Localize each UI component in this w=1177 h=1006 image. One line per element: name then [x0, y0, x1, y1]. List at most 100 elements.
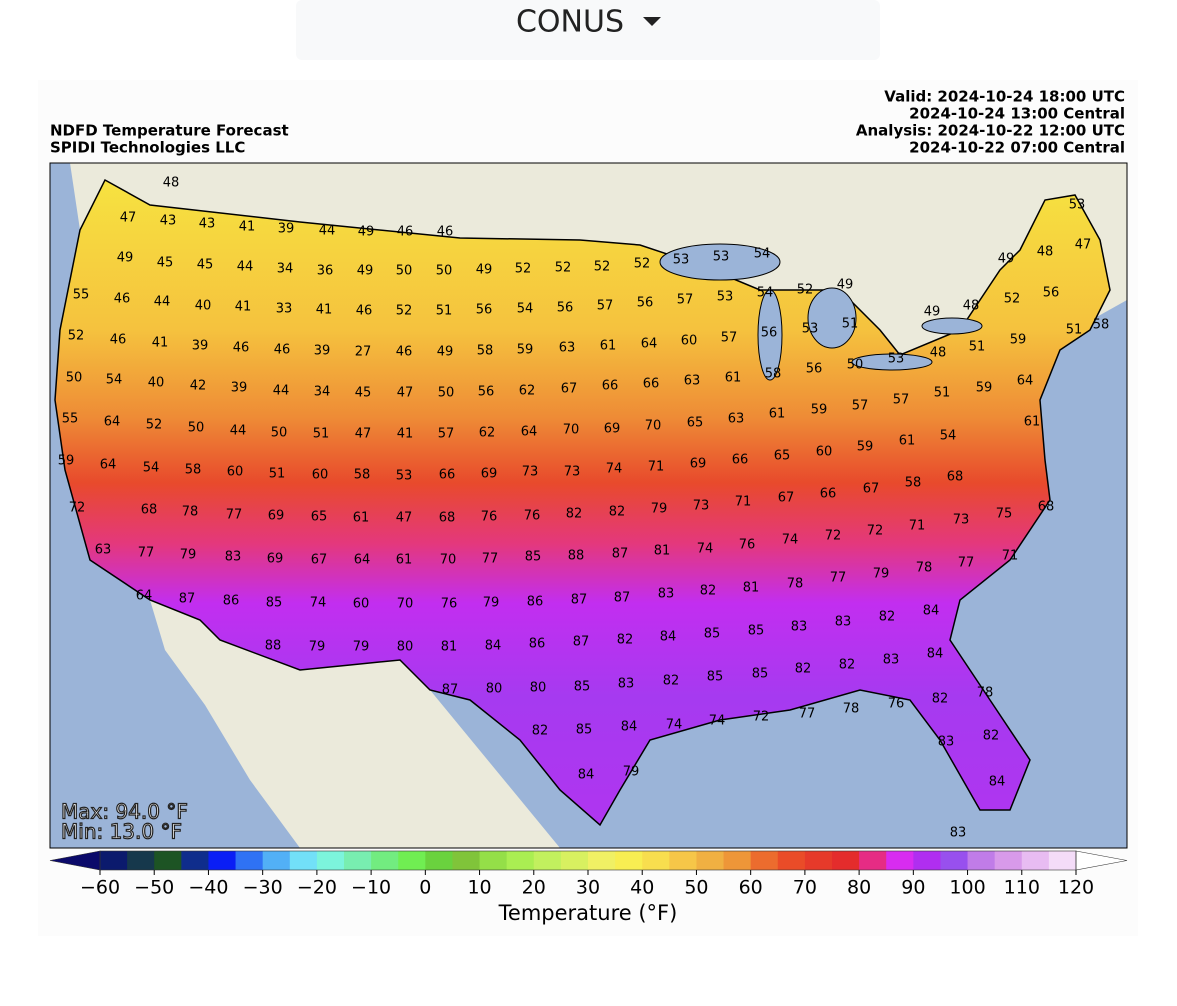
dropdown-caret[interactable] [643, 17, 661, 26]
station-temp: 54 [143, 461, 160, 476]
station-temp: 72 [825, 529, 842, 544]
station-temp: 56 [637, 296, 654, 311]
colorbar-tick-label: 50 [684, 877, 708, 899]
colorbar-tick-label: 0 [419, 877, 431, 899]
station-temp: 82 [700, 584, 717, 599]
station-temp: 40 [148, 376, 165, 391]
station-temp: 59 [976, 381, 993, 396]
colorbar-segment [100, 851, 128, 870]
station-temp: 85 [266, 596, 283, 611]
station-temp: 61 [899, 434, 916, 449]
station-temp: 45 [197, 258, 214, 273]
station-temp: 51 [969, 340, 986, 355]
station-temp: 72 [69, 501, 86, 516]
station-temp: 74 [782, 533, 799, 548]
colorbar-segment [344, 851, 372, 870]
station-temp: 79 [483, 596, 500, 611]
station-temp: 87 [614, 591, 631, 606]
station-temp: 46 [114, 292, 131, 307]
station-temp: 76 [481, 510, 498, 525]
station-temp: 52 [146, 418, 163, 433]
colorbar-segment [967, 851, 996, 870]
colorbar-segment [1048, 851, 1077, 870]
station-temp: 86 [527, 595, 544, 610]
colorbar-segment [371, 851, 399, 870]
station-temp: 67 [311, 553, 328, 568]
station-temp: 58 [1093, 318, 1110, 333]
station-temp: 58 [477, 344, 494, 359]
station-temp: 61 [1024, 415, 1041, 430]
title: NDFD Temperature Forecast [50, 122, 289, 140]
station-temp: 57 [893, 393, 910, 408]
colorbar-segment [154, 851, 182, 870]
station-temp: 52 [797, 283, 814, 298]
station-temp: 84 [923, 604, 940, 619]
station-temp: 64 [641, 337, 658, 352]
station-temp: 57 [438, 427, 455, 442]
station-temp: 77 [830, 571, 847, 586]
station-temp: 60 [353, 597, 370, 612]
station-temp: 63 [95, 543, 112, 558]
station-temp: 52 [515, 262, 532, 277]
station-temp: 50 [438, 386, 455, 401]
colorbar-segment [560, 851, 589, 870]
colorbar-tick-label: −40 [188, 877, 228, 899]
station-temp: 49 [437, 345, 454, 360]
station-temp: 56 [476, 303, 493, 318]
station-temp: 61 [600, 339, 617, 354]
station-temp: 54 [106, 373, 123, 388]
station-temp: 50 [436, 264, 453, 279]
colorbar-segment [696, 851, 725, 870]
colorbar-tick-label: 40 [630, 877, 654, 899]
station-temp: 62 [479, 426, 496, 441]
station-temp: 87 [612, 547, 629, 562]
station-temp: 84 [578, 768, 595, 783]
station-temp: 83 [883, 653, 900, 668]
station-temp: 67 [863, 482, 880, 497]
colorbar-label: Temperature (°F) [498, 901, 678, 925]
station-temp: 67 [778, 491, 795, 506]
station-temp: 81 [654, 544, 671, 559]
station-temp: 65 [687, 416, 704, 431]
station-temp: 50 [188, 421, 205, 436]
station-temp: 58 [185, 463, 202, 478]
colorbar-segment [886, 851, 914, 870]
pacific [50, 163, 300, 848]
station-temp: 70 [440, 553, 457, 568]
colorbar-segment [452, 851, 481, 870]
station-temp: 47 [397, 386, 414, 401]
station-temp: 52 [634, 257, 651, 272]
station-temp: 45 [157, 256, 174, 271]
station-temp: 53 [673, 253, 690, 268]
station-temp: 68 [1038, 500, 1055, 515]
station-temp: 74 [697, 542, 714, 557]
station-temp: 85 [707, 670, 724, 685]
station-temp: 61 [725, 371, 742, 386]
station-temp: 77 [138, 546, 155, 561]
colorbar-segment [588, 851, 616, 870]
station-temp: 81 [743, 581, 760, 596]
station-temp: 43 [199, 217, 216, 232]
station-temp: 83 [618, 677, 635, 692]
colorbar-tick-label: −30 [243, 877, 283, 899]
station-temp: 88 [265, 639, 282, 654]
dropdown-label[interactable]: CONUS [516, 5, 624, 40]
colorbar-tick-label: 90 [901, 877, 925, 899]
colorbar-tick-label: 110 [1004, 877, 1040, 899]
station-temp: 77 [226, 508, 243, 523]
colorbar-segment [615, 851, 643, 870]
station-temp: 40 [195, 299, 212, 314]
station-temp: 61 [769, 407, 786, 422]
station-temp: 49 [476, 263, 493, 278]
station-temp: 68 [439, 511, 456, 526]
station-temp: 57 [852, 399, 869, 414]
station-temp: 82 [879, 610, 896, 625]
station-temp: 46 [397, 225, 414, 240]
colorbar-tick-label: 80 [847, 877, 871, 899]
station-temp: 50 [847, 358, 864, 373]
dropdown[interactable] [296, 0, 880, 60]
colorbar-tick-label: −50 [134, 877, 174, 899]
colorbar-segment [777, 851, 806, 870]
station-temp: 83 [950, 826, 967, 841]
station-temp: 82 [566, 507, 583, 522]
